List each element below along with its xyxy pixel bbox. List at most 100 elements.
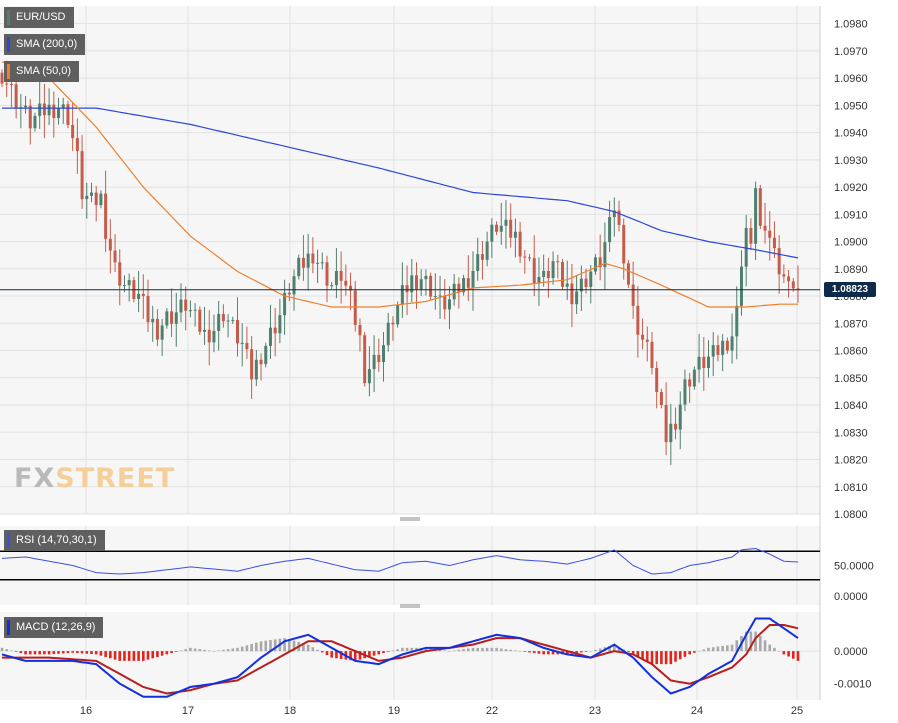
candle-body (754, 188, 758, 244)
macd-histogram-bar (207, 650, 211, 652)
macd-histogram-bar (14, 651, 18, 652)
sma50-label[interactable]: SMA (50,0) (4, 61, 80, 82)
y-tick-label: 1.0980 (834, 19, 868, 31)
candle-body (546, 270, 550, 279)
candle-body (353, 290, 357, 325)
candle-body (716, 345, 720, 355)
macd-histogram-bar (61, 651, 65, 654)
macd-histogram-bar (707, 647, 710, 652)
macd-histogram-bar (664, 651, 668, 665)
macd-histogram-bar (702, 649, 706, 652)
candle-body (38, 103, 42, 116)
candle-body (641, 334, 645, 340)
macd-histogram-bar (744, 631, 748, 652)
candle-body (278, 315, 282, 334)
candle-body (47, 104, 51, 116)
sma50-color-swatch (7, 64, 10, 79)
candle-body (179, 299, 183, 313)
candle-body (311, 253, 315, 264)
candle-body (363, 335, 367, 384)
candle-body (782, 274, 786, 277)
macd-histogram-bar (518, 651, 522, 652)
y-tick-label: 1.0850 (834, 373, 868, 385)
macd-histogram-bar (104, 651, 107, 657)
macd-histogram-bar (721, 645, 724, 652)
macd-histogram-bar (405, 647, 409, 652)
macd-histogram-bar (189, 647, 192, 652)
candle-body (349, 285, 353, 291)
macd-histogram-bar (80, 651, 84, 654)
rsi-panel-bg (0, 526, 820, 605)
macd-histogram-bar (787, 651, 790, 657)
candle-body (85, 195, 89, 200)
candle-body (170, 311, 174, 324)
candle-body (193, 309, 197, 311)
macd-histogram-bar (66, 651, 70, 654)
macd-histogram-bar (240, 646, 244, 652)
x-tick-label: 24 (691, 705, 703, 717)
candle-body (236, 320, 240, 344)
macd-histogram-bar (401, 647, 404, 652)
macd-histogram-bar (19, 651, 23, 654)
macd-histogram-bar (650, 651, 654, 665)
x-tick-label: 22 (486, 705, 498, 717)
logo-fx: FX (14, 463, 56, 494)
macd-histogram-bar (311, 647, 315, 652)
candle-body (61, 104, 65, 108)
candle-body (560, 262, 564, 287)
rsi-label[interactable]: RSI (14,70,30,1) (4, 530, 105, 551)
candle-body (405, 285, 409, 293)
y-tick-label: 1.0860 (834, 346, 868, 358)
candle-body (424, 275, 428, 280)
y-tick-label: 1.0960 (834, 73, 868, 85)
macd-histogram-bar (457, 649, 461, 652)
candle-body (476, 254, 480, 271)
macd-histogram-bar (368, 651, 371, 657)
candle-body (697, 356, 701, 370)
rsi-line (1, 547, 799, 575)
candle-body (188, 310, 192, 312)
candle-body (725, 340, 729, 351)
candle-body (443, 295, 447, 310)
candle-body (71, 124, 75, 139)
y-tick-label: 1.0910 (834, 209, 868, 221)
macd-histogram-bar (43, 651, 46, 655)
macd-histogram-bar (160, 651, 164, 656)
candle-body (217, 314, 221, 331)
fxstreet-logo: FXSTREET (14, 463, 175, 494)
candle-body (400, 285, 404, 305)
candle-body (650, 341, 654, 368)
y-tick-label: 1.0930 (834, 155, 868, 167)
candle-body (669, 423, 673, 443)
candle-body (622, 224, 626, 264)
candle-body (664, 405, 668, 443)
candle-body (457, 283, 461, 293)
macd-histogram-bar (198, 649, 202, 652)
candle-body (579, 278, 583, 292)
macd-histogram-bar (137, 651, 140, 661)
candle-body (485, 241, 489, 260)
sma200-label[interactable]: SMA (200,0) (4, 34, 86, 55)
macd-histogram-bar (645, 651, 649, 662)
macd-histogram-bar (212, 651, 216, 652)
macd-histogram-bar (584, 651, 588, 652)
candle-body (452, 283, 456, 300)
candle-body (499, 225, 503, 232)
macd-histogram-bar (10, 650, 13, 652)
candle-body (0, 72, 4, 84)
macd-histogram-bar (142, 651, 145, 661)
sma200-color-swatch (7, 37, 10, 52)
candle-body (273, 327, 277, 334)
macd-histogram-bar (193, 648, 197, 652)
candle-body (471, 270, 475, 288)
macd-histogram-bar (255, 642, 258, 652)
macd-histogram-bar (759, 635, 762, 652)
macd-histogram-bar (580, 651, 583, 653)
candle-body (414, 275, 418, 290)
pair-label[interactable]: EUR/USD (4, 7, 74, 28)
macd-histogram-bar (335, 651, 338, 659)
macd-label[interactable]: MACD (12,26,9) (4, 617, 104, 638)
macd-histogram-bar (226, 649, 230, 652)
macd-histogram-bar (490, 647, 494, 652)
macd-histogram-bar (438, 649, 442, 652)
